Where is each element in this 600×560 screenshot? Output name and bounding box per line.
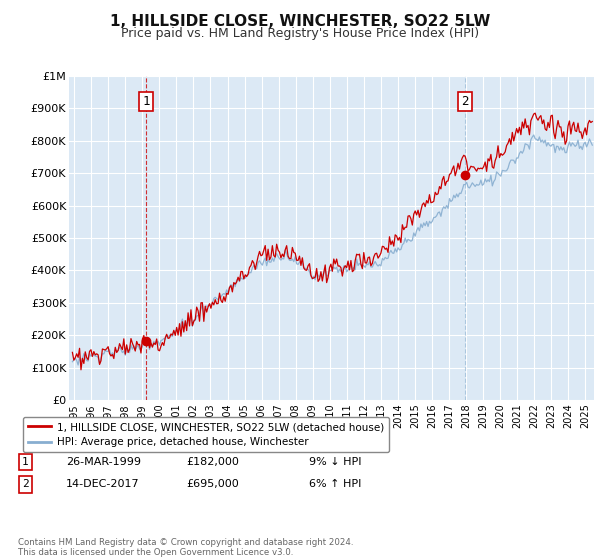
Text: £695,000: £695,000: [186, 479, 239, 489]
Text: 26-MAR-1999: 26-MAR-1999: [66, 457, 141, 467]
Text: 2: 2: [461, 95, 469, 108]
Text: 6% ↑ HPI: 6% ↑ HPI: [309, 479, 361, 489]
Text: 1: 1: [142, 95, 150, 108]
Text: Contains HM Land Registry data © Crown copyright and database right 2024.
This d: Contains HM Land Registry data © Crown c…: [18, 538, 353, 557]
Text: 14-DEC-2017: 14-DEC-2017: [66, 479, 140, 489]
Legend: 1, HILLSIDE CLOSE, WINCHESTER, SO22 5LW (detached house), HPI: Average price, de: 1, HILLSIDE CLOSE, WINCHESTER, SO22 5LW …: [23, 417, 389, 452]
Text: £182,000: £182,000: [186, 457, 239, 467]
Text: 2: 2: [22, 479, 29, 489]
Text: 1: 1: [22, 457, 29, 467]
Text: Price paid vs. HM Land Registry's House Price Index (HPI): Price paid vs. HM Land Registry's House …: [121, 27, 479, 40]
Text: 1, HILLSIDE CLOSE, WINCHESTER, SO22 5LW: 1, HILLSIDE CLOSE, WINCHESTER, SO22 5LW: [110, 14, 490, 29]
Text: 9% ↓ HPI: 9% ↓ HPI: [309, 457, 361, 467]
